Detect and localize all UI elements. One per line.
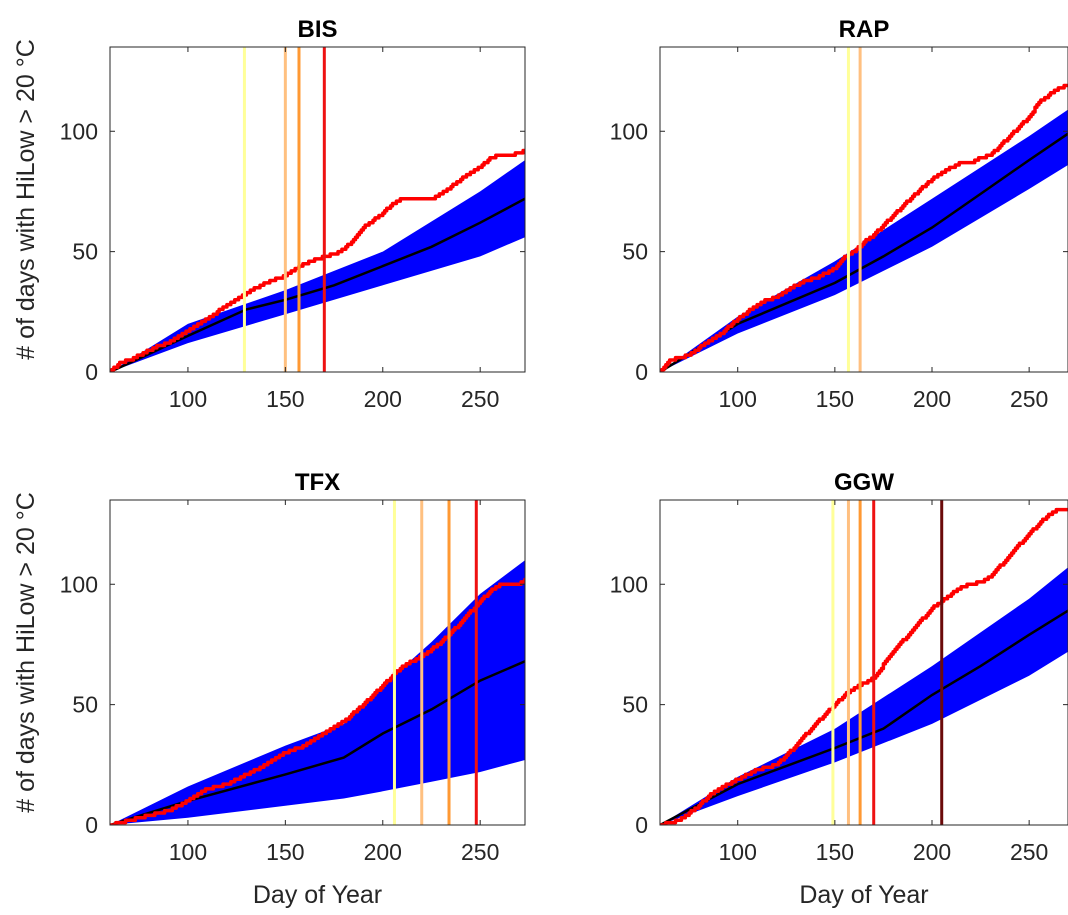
x-tick-label: 250 — [461, 386, 499, 412]
x-tick-label: 150 — [816, 839, 854, 865]
chart-title: GGW — [834, 469, 894, 496]
mean-line — [110, 197, 525, 372]
x-tick-label: 150 — [266, 839, 304, 865]
plot-content — [110, 47, 525, 372]
observed-line — [110, 148, 525, 372]
panel-tfx: 100 150 200 250 0 50 100 TFX Day of Year # of day… — [12, 469, 526, 909]
x-tick-label: 150 — [816, 386, 854, 412]
x-tick-label: 100 — [719, 839, 757, 865]
axes-box — [659, 499, 1068, 826]
x-tick-label: 100 — [169, 386, 207, 412]
plot-content — [660, 500, 1068, 825]
mean-line — [660, 132, 1068, 372]
uncertainty-band — [660, 567, 1068, 825]
x-axis-label: Day of Year — [799, 881, 928, 909]
y-tick-label: 50 — [622, 239, 648, 265]
uncertainty-band — [110, 160, 525, 372]
x-tick-label: 200 — [364, 839, 402, 865]
y-tick-label: 100 — [60, 118, 98, 144]
axes-box — [659, 46, 1068, 373]
mean-line — [110, 660, 525, 825]
chart-title: TFX — [295, 469, 340, 496]
chart-title: BIS — [297, 16, 337, 43]
observed-line — [110, 577, 525, 825]
y-tick-label: 100 — [60, 571, 98, 597]
axes-box — [109, 499, 526, 826]
y-tick-label: 100 — [610, 571, 648, 597]
observed-line — [660, 83, 1068, 372]
y-tick-label: 0 — [635, 812, 648, 838]
y-tick-label: 0 — [85, 812, 98, 838]
x-axis-label: Day of Year — [253, 881, 382, 909]
y-axis-label: # of days with HiLow > 20 °C — [12, 39, 40, 360]
x-tick-label: 250 — [461, 839, 499, 865]
x-tick-label: 100 — [169, 839, 207, 865]
x-tick-label: 250 — [1010, 386, 1048, 412]
x-tick-label: 200 — [913, 386, 951, 412]
y-tick-label: 0 — [635, 359, 648, 385]
y-axis-label: # of days with HiLow > 20 °C — [12, 492, 40, 813]
x-tick-label: 100 — [719, 386, 757, 412]
axes-box — [109, 46, 526, 373]
chart-title: RAP — [839, 16, 890, 43]
x-tick-label: 150 — [266, 386, 304, 412]
y-tick-label: 0 — [85, 359, 98, 385]
y-tick-label: 50 — [72, 692, 98, 718]
mean-line — [660, 609, 1068, 825]
x-tick-label: 250 — [1010, 839, 1048, 865]
panel-ggw: 100 150 200 250 0 50 100 GGW Day of Year — [610, 469, 1068, 909]
y-tick-label: 50 — [72, 239, 98, 265]
y-tick-label: 100 — [610, 118, 648, 144]
x-tick-label: 200 — [913, 839, 951, 865]
plot-area — [660, 47, 1068, 372]
x-tick-label: 200 — [364, 386, 402, 412]
plot-content — [110, 500, 525, 825]
uncertainty-band — [660, 109, 1068, 372]
y-tick-label: 50 — [622, 692, 648, 718]
plot-content — [660, 47, 1068, 372]
panel-rap: 100 150 200 250 0 50 100 RAP — [610, 16, 1068, 412]
panel-bis: 100 150 200 250 0 50 100 BIS # of days with HiLo… — [12, 16, 526, 412]
